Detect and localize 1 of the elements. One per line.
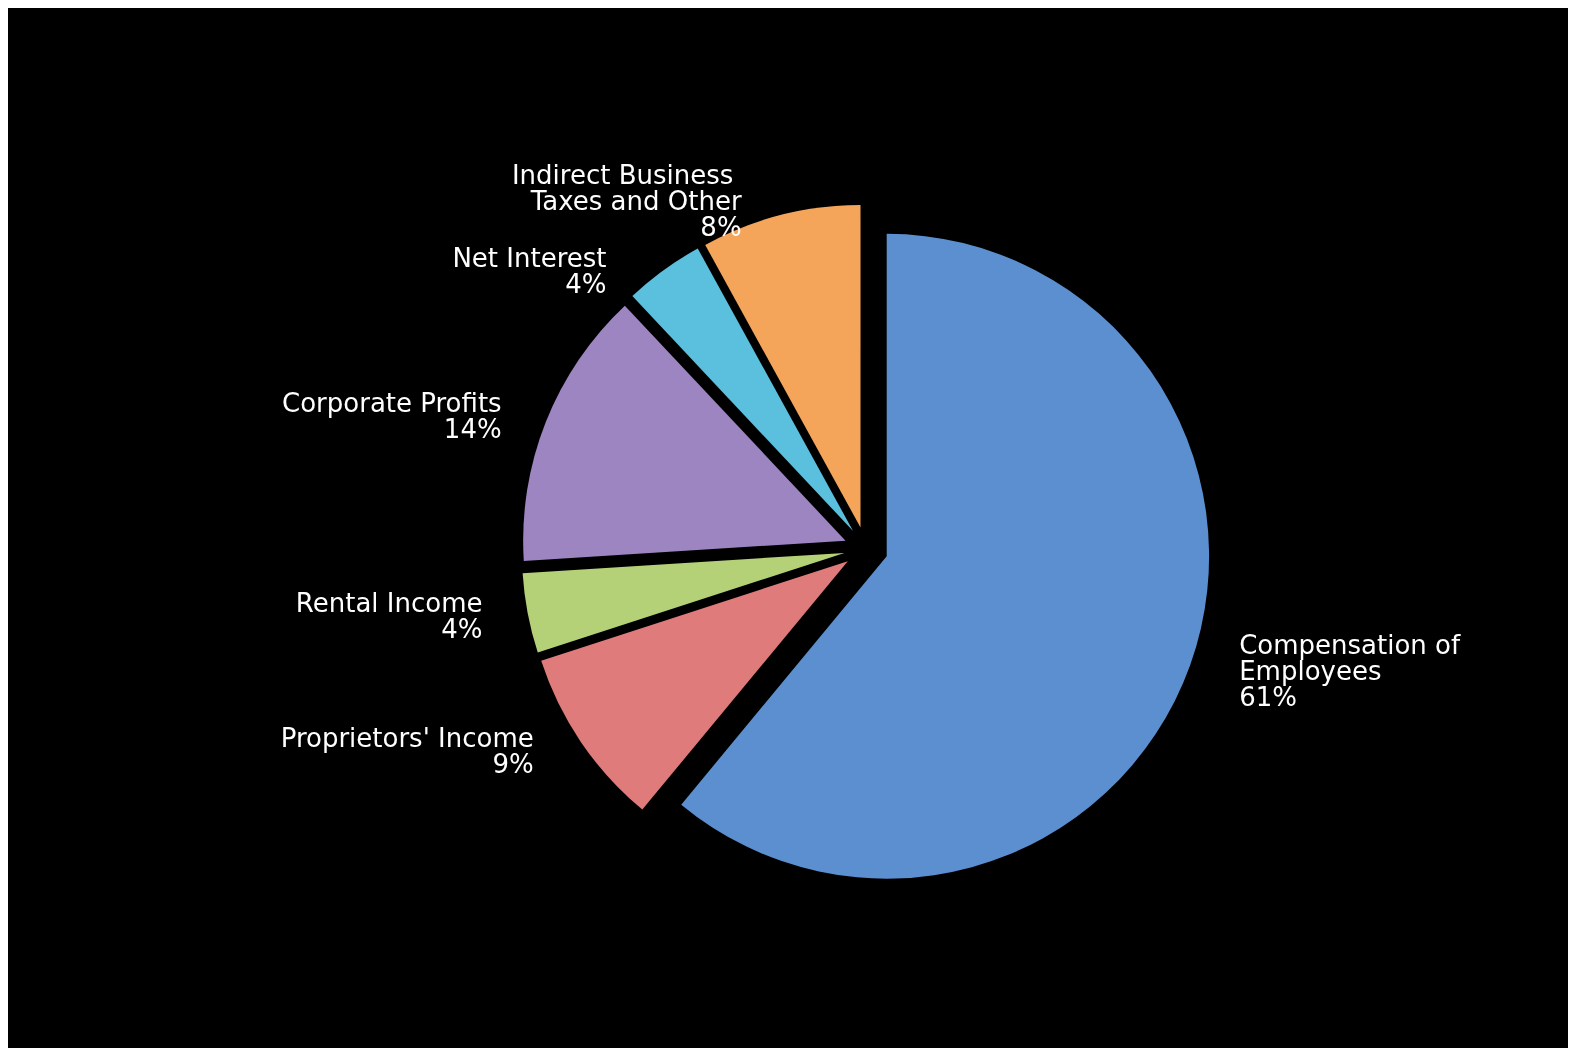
slice-label: Compensation of Employees <box>1239 629 1469 686</box>
